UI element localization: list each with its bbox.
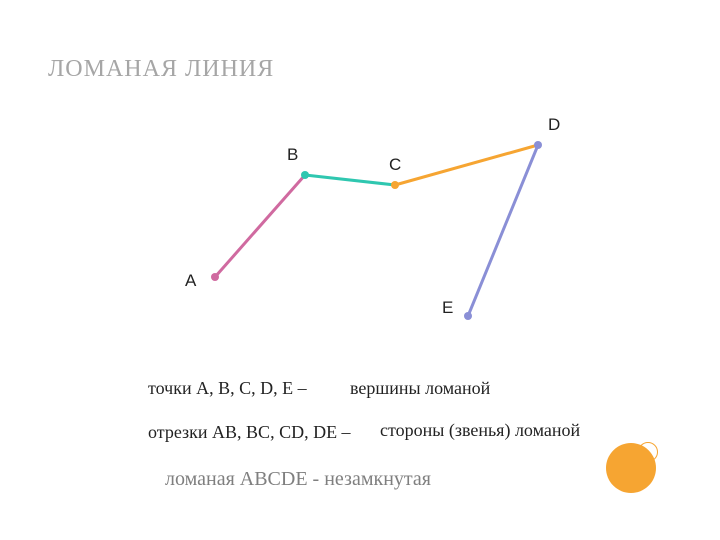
label-D: D: [548, 115, 560, 135]
label-A: А: [185, 271, 196, 291]
point-D: [534, 141, 542, 149]
point-C: [391, 181, 399, 189]
segment-AB: [215, 175, 305, 277]
caption-vertices_left: точки A, B, C, D, E –: [148, 378, 307, 399]
caption-vertices_right: вершины ломаной: [350, 378, 490, 399]
conclusion-text: ломаная ABCDE - незамкнутая: [165, 468, 431, 491]
point-A: [211, 273, 219, 281]
segment-CD: [395, 145, 538, 185]
segment-BC: [305, 175, 395, 185]
label-C: С: [389, 155, 401, 175]
caption-edges_left: отрезки AB, BC, CD, DE –: [148, 422, 351, 443]
label-E: E: [442, 298, 453, 318]
segment-DE: [468, 145, 538, 316]
point-E: [464, 312, 472, 320]
caption-edges_right: стороны (звенья) ломаной: [380, 420, 580, 441]
label-B: В: [287, 145, 298, 165]
decoration-circle-small: [638, 442, 658, 462]
point-B: [301, 171, 309, 179]
